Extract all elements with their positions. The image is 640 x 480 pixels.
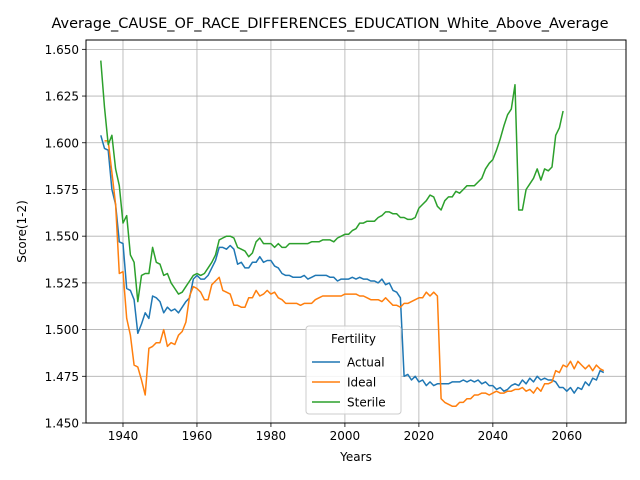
series-line-sterile	[100, 60, 564, 303]
x-tick-label: 2060	[552, 429, 583, 443]
y-tick-label: 1.550	[45, 230, 79, 244]
y-axis-ticks: 1.450 1.475 1.500 1.525 1.550 1.575 1.600 1.625…	[45, 43, 86, 431]
x-tick-label: 2040	[478, 429, 509, 443]
x-axis-label: Years	[339, 450, 372, 464]
legend-label-sterile: Sterile	[347, 396, 386, 410]
y-tick-label: 1.625	[45, 90, 79, 104]
x-tick-label: 2000	[330, 429, 361, 443]
series-line-actual	[100, 135, 605, 394]
grid-lines	[86, 40, 626, 424]
y-tick-label: 1.525	[45, 276, 79, 290]
legend-label-ideal: Ideal	[347, 376, 376, 390]
legend-title: Fertility	[331, 332, 376, 346]
y-tick-label: 1.500	[45, 323, 79, 337]
y-tick-label: 1.475	[45, 370, 79, 384]
y-tick-label: 1.600	[45, 136, 79, 150]
x-tick-label: 1940	[108, 429, 139, 443]
y-tick-label: 1.650	[45, 43, 79, 57]
axes-frame	[85, 39, 627, 424]
y-axis-label: Score(1-2)	[15, 200, 29, 263]
plot-lines	[100, 60, 605, 407]
x-tick-label: 1960	[182, 429, 213, 443]
legend-label-actual: Actual	[347, 356, 385, 370]
x-axis-ticks: 1940 1960 1980 2000 2020 2040 2060	[108, 423, 582, 443]
legend-box	[305, 325, 402, 415]
series-line-ideal	[104, 140, 605, 407]
y-tick-label: 1.575	[45, 183, 79, 197]
legend: Fertility Actual Ideal Sterile	[305, 325, 402, 415]
chart-title: Average_CAUSE_OF_RACE_DIFFERENCES_EDUCAT…	[51, 16, 608, 32]
x-tick-label: 1980	[256, 429, 287, 443]
y-tick-label: 1.450	[45, 417, 79, 431]
x-tick-label: 2020	[404, 429, 435, 443]
